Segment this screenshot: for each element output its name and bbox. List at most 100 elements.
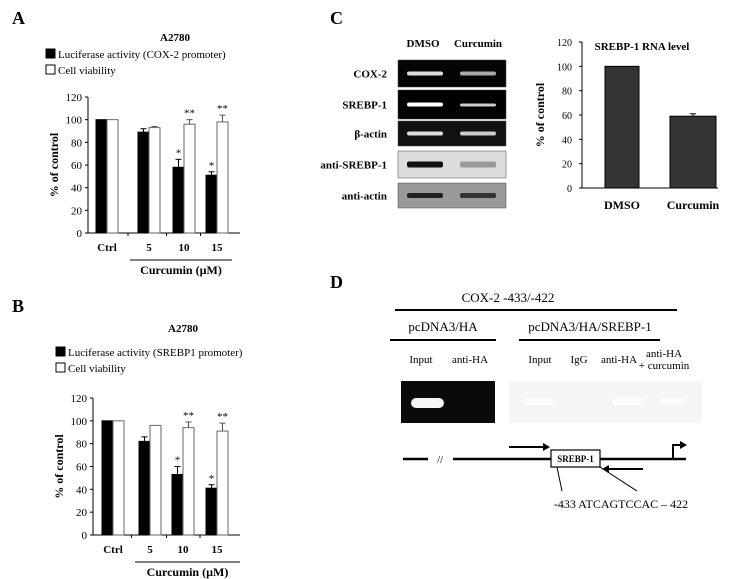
srebp1-site-box bbox=[550, 449, 601, 468]
bar bbox=[95, 119, 108, 234]
y-tick-label: 100 bbox=[71, 416, 88, 428]
legend-swatch bbox=[55, 362, 66, 373]
y-tick-label: 120 bbox=[71, 393, 88, 405]
bar bbox=[171, 473, 184, 536]
legend-label: Luciferase activity (COX-2 promoter) bbox=[58, 49, 226, 61]
pointer-line bbox=[599, 466, 638, 492]
arrowhead bbox=[543, 443, 550, 451]
blot-band bbox=[407, 102, 443, 107]
bar bbox=[183, 123, 196, 234]
gel-band bbox=[411, 398, 444, 408]
western-rtpcr-blot: DMSO Curcumin COX-2 SREBP-1 β-actin anti-SREB… bbox=[320, 38, 507, 209]
y-tick-label: 120 bbox=[557, 38, 572, 49]
significance-mark: * bbox=[175, 455, 181, 467]
panel-label-a: A bbox=[12, 8, 25, 28]
x-tick-label: 5 bbox=[146, 242, 152, 254]
chart-title: SREBP-1 RNA level bbox=[595, 41, 690, 53]
arrowhead bbox=[602, 465, 609, 473]
chart-title: A2780 bbox=[160, 32, 190, 44]
chart-title: A2780 bbox=[168, 323, 198, 335]
bar bbox=[205, 487, 218, 536]
y-axis-label: % of control bbox=[533, 82, 547, 147]
y-tick-label: 20 bbox=[71, 205, 83, 217]
chart-b: A2780 Luciferase activity (SREBP1 promote… bbox=[52, 323, 243, 579]
significance-mark: * bbox=[209, 473, 215, 485]
blot-row-label: COX-2 bbox=[353, 69, 387, 81]
blot-band bbox=[460, 131, 496, 136]
legend-label: Cell viability bbox=[68, 363, 126, 375]
y-tick-label: 60 bbox=[71, 160, 83, 172]
legend-label: Luciferase activity (SREBP1 promoter) bbox=[68, 347, 243, 359]
panel-label-c: C bbox=[330, 8, 343, 28]
bar bbox=[669, 115, 717, 189]
bar bbox=[216, 430, 229, 536]
panel-label-d: D bbox=[330, 272, 343, 292]
blot-row-label: anti-SREBP-1 bbox=[320, 160, 387, 172]
bar bbox=[101, 420, 114, 536]
lane-label: + curcumin bbox=[639, 360, 690, 372]
blot-row-label: anti-actin bbox=[342, 191, 387, 203]
column-label: Curcumin bbox=[454, 38, 502, 50]
blot-band bbox=[407, 131, 443, 136]
x-tick-label: 10 bbox=[178, 544, 190, 556]
y-tick-label: 40 bbox=[71, 183, 83, 195]
y-tick-label: 60 bbox=[76, 462, 88, 474]
y-tick-label: 40 bbox=[562, 135, 572, 146]
y-tick-label: 0 bbox=[82, 530, 88, 542]
blot-row-label: SREBP-1 bbox=[342, 100, 387, 112]
significance-mark: * bbox=[209, 160, 215, 172]
lane-label: anti-HA bbox=[601, 354, 637, 366]
y-tick-label: 120 bbox=[66, 92, 83, 104]
lane-label: anti-HA bbox=[452, 354, 488, 366]
sequence: -433 ATCAGTCCAC – 422 bbox=[554, 497, 688, 511]
group-label-1: pcDNA3/HA bbox=[408, 319, 478, 334]
chip-panel: COX-2 -433/-422 pcDNA3/HA pcDNA3/HA/SREB… bbox=[390, 290, 702, 511]
pointer-line bbox=[556, 466, 563, 492]
bar bbox=[182, 427, 195, 536]
legend-swatch bbox=[45, 64, 56, 75]
x-tick-label: Curcumin bbox=[667, 198, 720, 212]
legend-swatch bbox=[45, 48, 56, 59]
y-tick-label: 100 bbox=[557, 62, 572, 73]
bar bbox=[106, 119, 119, 234]
lane-label: IgG bbox=[570, 354, 587, 366]
blot-row-label: β-actin bbox=[354, 129, 387, 141]
gel-band bbox=[612, 397, 642, 405]
y-tick-label: 20 bbox=[76, 507, 88, 519]
bar bbox=[205, 174, 218, 234]
transcription-start-arrow bbox=[672, 444, 682, 459]
bar bbox=[148, 127, 161, 234]
gel-band bbox=[523, 398, 553, 405]
y-axis-label: % of control bbox=[47, 132, 61, 197]
arrowhead bbox=[680, 441, 687, 449]
blot-band bbox=[460, 193, 496, 198]
y-tick-label: 40 bbox=[76, 484, 88, 496]
blot-band bbox=[460, 71, 496, 76]
bar bbox=[604, 65, 640, 189]
significance-mark: ** bbox=[217, 103, 228, 115]
y-tick-label: 0 bbox=[567, 184, 572, 195]
significance-mark: ** bbox=[183, 410, 194, 422]
x-tick-label: 5 bbox=[147, 544, 153, 556]
significance-mark: ** bbox=[184, 108, 195, 120]
y-tick-label: 80 bbox=[71, 137, 83, 149]
column-label: DMSO bbox=[407, 38, 440, 50]
x-axis-label: Curcumin (µM) bbox=[147, 565, 229, 579]
bar bbox=[172, 166, 185, 234]
blot-band bbox=[460, 161, 496, 168]
x-tick-label: Ctrl bbox=[103, 544, 123, 556]
site-label: SREBP-1 bbox=[557, 454, 594, 464]
x-axis-label: Curcumin (µM) bbox=[140, 263, 222, 277]
legend-label: Cell viability bbox=[58, 65, 116, 77]
lane-label: anti-HA bbox=[646, 348, 682, 360]
y-tick-label: 0 bbox=[77, 228, 83, 240]
x-tick-label: 10 bbox=[179, 242, 191, 254]
break-mark: // bbox=[437, 454, 444, 466]
chip-title: COX-2 -433/-422 bbox=[462, 290, 555, 305]
blot-band bbox=[460, 103, 496, 107]
y-tick-label: 80 bbox=[562, 87, 572, 98]
chart-c: 0 20 40 60 80 100 120 % of control SREBP-1 RNA l… bbox=[533, 38, 720, 212]
y-tick-label: 60 bbox=[562, 111, 572, 122]
y-tick-label: 20 bbox=[562, 160, 572, 171]
x-tick-label: Ctrl bbox=[97, 242, 117, 254]
